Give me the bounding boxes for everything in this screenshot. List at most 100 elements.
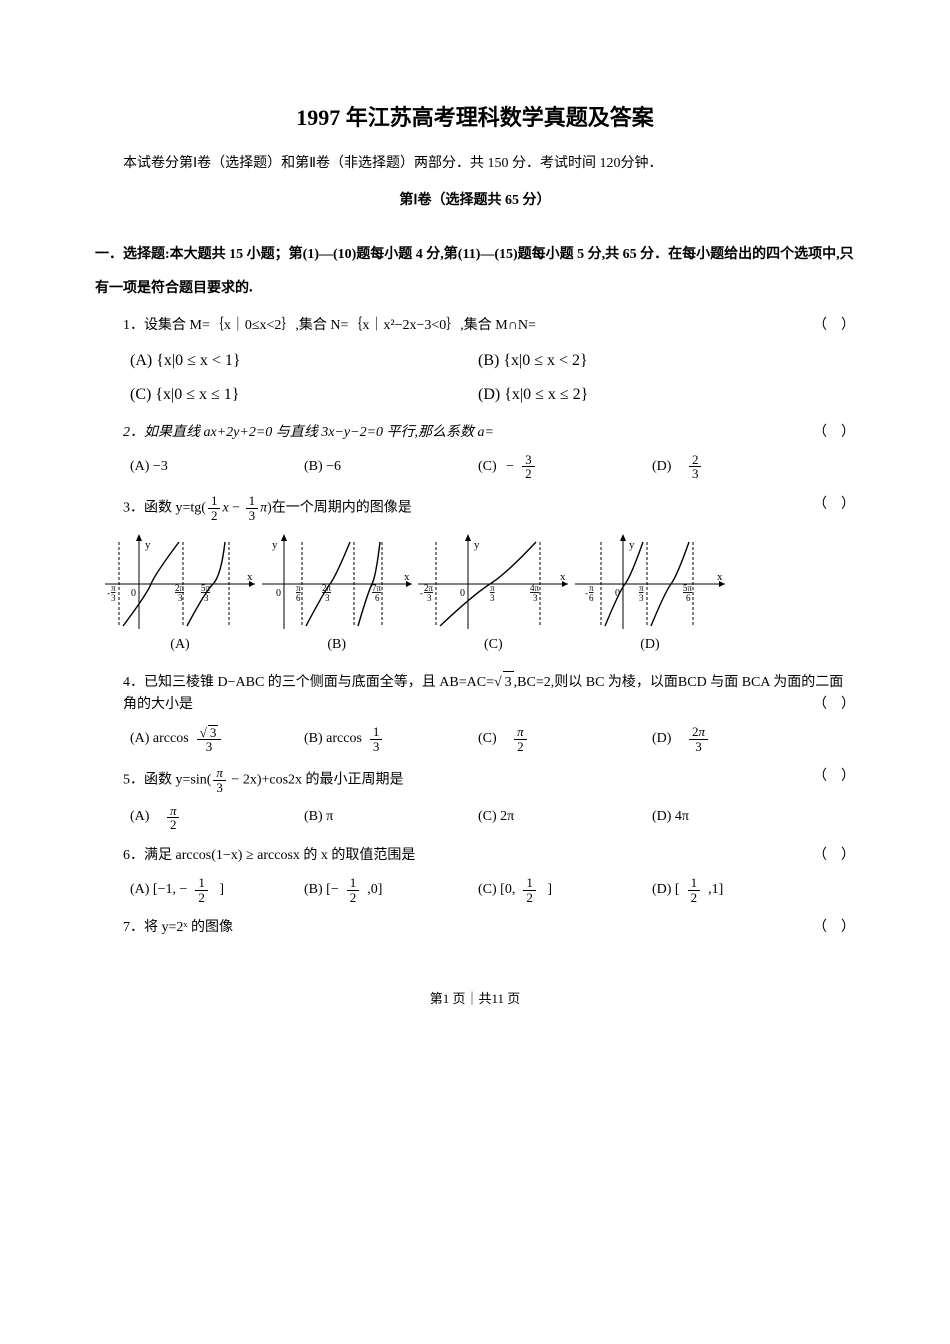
svg-text:y: y bbox=[272, 539, 278, 551]
q3-text-post: )在一个周期内的图像是 bbox=[267, 500, 412, 515]
svg-text:-: - bbox=[107, 588, 110, 598]
answer-blank: （ ） bbox=[813, 694, 855, 716]
q2-opt-c: (C) −32 bbox=[478, 450, 652, 484]
q6-opt-c: (C) [0, 12 ] bbox=[478, 873, 652, 907]
q7-text: 7．将 y=2ˣ 的图像 bbox=[123, 920, 233, 935]
svg-text:0: 0 bbox=[131, 588, 136, 599]
svg-text:3: 3 bbox=[639, 593, 644, 603]
q4-pre: 4．已知三棱锥 D−ABC 的三个侧面与底面全等，且 AB=AC= bbox=[123, 675, 494, 690]
svg-text:3: 3 bbox=[427, 593, 432, 603]
tan-graph-a-svg: y x 0 - π 3 2π 3 5π 3 bbox=[105, 534, 255, 634]
svg-text:3: 3 bbox=[325, 593, 330, 603]
svg-text:6: 6 bbox=[589, 593, 594, 603]
question-3: 3．函数 y=tg(12x − 13π)在一个周期内的图像是 （ ） bbox=[95, 494, 855, 522]
q4-options: (A) arccos√33 (B) arccos13 (C) π2 (D) 2π… bbox=[95, 722, 855, 756]
graph-c-label: (C) bbox=[418, 634, 568, 656]
svg-text:3: 3 bbox=[178, 593, 183, 603]
svg-text:y: y bbox=[629, 539, 635, 551]
svg-text:2π: 2π bbox=[424, 583, 434, 593]
q1-opt-a: (A) {x|0 ≤ x < 1} bbox=[130, 344, 478, 378]
question-2: 2．如果直线 ax+2y+2=0 与直线 3x−y−2=0 平行,那么系数 a=… bbox=[95, 422, 855, 444]
q6-opt-a: (A) [−1, −12 ] bbox=[130, 873, 304, 907]
q3-text-pre: 3．函数 y=tg( bbox=[123, 500, 206, 515]
graph-a: y x 0 - π 3 2π 3 5π 3 (A) bbox=[105, 534, 255, 656]
svg-text:x: x bbox=[717, 571, 723, 583]
answer-blank: （ ） bbox=[813, 315, 855, 337]
question-6: 6．满足 arccos(1−x) ≥ arccosx 的 x 的取值范围是 （ … bbox=[95, 845, 855, 867]
q5-pre: 5．函数 y=sin( bbox=[123, 773, 211, 788]
svg-text:π: π bbox=[111, 583, 116, 593]
tan-graph-c-svg: y x 0 - 2π 3 π 3 4π 3 bbox=[418, 534, 568, 634]
svg-text:x: x bbox=[404, 571, 410, 583]
page-title: 1997 年江苏高考理科数学真题及答案 bbox=[95, 100, 855, 135]
q6-options: (A) [−1, −12 ] (B) [−12,0] (C) [0, 12 ] … bbox=[95, 873, 855, 907]
q2-opt-b: (B) −6 bbox=[304, 450, 478, 484]
q1-options: (A) {x|0 ≤ x < 1} (B) {x|0 ≤ x < 2} (C) … bbox=[95, 344, 855, 412]
q2-text: 2．如果直线 ax+2y+2=0 与直线 3x−y−2=0 平行,那么系数 a= bbox=[123, 425, 494, 440]
svg-text:-: - bbox=[420, 588, 423, 598]
svg-text:6: 6 bbox=[296, 593, 301, 603]
svg-text:0: 0 bbox=[276, 588, 281, 599]
q6-text: 6．满足 arccos(1−x) ≥ arccosx 的 x 的取值范围是 bbox=[123, 848, 415, 863]
answer-blank: （ ） bbox=[813, 845, 855, 867]
graph-a-label: (A) bbox=[105, 634, 255, 656]
q5-opt-c: (C) 2π bbox=[478, 801, 652, 835]
answer-blank: （ ） bbox=[813, 917, 855, 939]
graph-d-label: (D) bbox=[575, 634, 725, 656]
q3-graphs: y x 0 - π 3 2π 3 5π 3 (A) y x 0 bbox=[95, 528, 725, 660]
svg-text:3: 3 bbox=[490, 593, 495, 603]
q5-opt-d: (D) 4π bbox=[652, 801, 826, 835]
q4-opt-a: (A) arccos√33 bbox=[130, 722, 304, 756]
q1-opt-c: (C) {x|0 ≤ x ≤ 1} bbox=[130, 378, 478, 412]
q1-text: 1．设集合 M=｛x｜0≤x<2｝,集合 N=｛x｜x²−2x−3<0｝,集合 … bbox=[123, 318, 536, 333]
section1-heading: 一．选择题:本大题共 15 小题；第(1)—(10)题每小题 4 分,第(11)… bbox=[95, 238, 855, 305]
q2-options: (A) −3 (B) −6 (C) −32 (D) 23 bbox=[95, 450, 855, 484]
q5-post: − 2x)+cos2x 的最小正周期是 bbox=[228, 773, 404, 788]
tan-graph-d-svg: y x 0 - π 6 π 3 5π 6 bbox=[575, 534, 725, 634]
part1-heading: 第Ⅰ卷（选择题共 65 分） bbox=[95, 190, 855, 212]
answer-blank: （ ） bbox=[813, 766, 855, 788]
svg-text:x: x bbox=[560, 571, 566, 583]
q4-opt-d: (D) 2π3 bbox=[652, 722, 826, 756]
q2-opt-d: (D) 23 bbox=[652, 450, 826, 484]
q4-opt-b: (B) arccos13 bbox=[304, 722, 478, 756]
section1-text: 一．选择题:本大题共 15 小题；第(1)—(10)题每小题 4 分,第(11)… bbox=[95, 247, 854, 296]
q6-opt-d: (D) [ 12,1] bbox=[652, 873, 826, 907]
q6-opt-b: (B) [−12,0] bbox=[304, 873, 478, 907]
q5-opt-b: (B) π bbox=[304, 801, 478, 835]
intro-text: 本试卷分第Ⅰ卷（选择题）和第Ⅱ卷（非选择题）两部分．共 150 分．考试时间 1… bbox=[95, 153, 855, 175]
svg-text:π: π bbox=[490, 583, 495, 593]
svg-text:5π: 5π bbox=[683, 583, 693, 593]
graph-b-label: (B) bbox=[262, 634, 412, 656]
svg-text:4π: 4π bbox=[530, 583, 540, 593]
answer-blank: （ ） bbox=[813, 422, 855, 444]
question-4: 4．已知三棱锥 D−ABC 的三个侧面与底面全等，且 AB=AC=√3,BC=2… bbox=[95, 671, 855, 717]
tan-graph-b-svg: y x 0 π 6 2π 3 7π 6 bbox=[262, 534, 412, 634]
page-footer: 第1 页｜共11 页 bbox=[95, 989, 855, 1010]
question-5: 5．函数 y=sin(π3 − 2x)+cos2x 的最小正周期是 （ ） bbox=[95, 766, 855, 794]
svg-text:π: π bbox=[589, 583, 594, 593]
graph-c: y x 0 - 2π 3 π 3 4π 3 (C) bbox=[418, 534, 568, 656]
q4-opt-c: (C) π2 bbox=[478, 722, 652, 756]
graph-d: y x 0 - π 6 π 3 5π 6 (D) bbox=[575, 534, 725, 656]
svg-text:y: y bbox=[145, 539, 151, 551]
svg-text:π: π bbox=[296, 583, 301, 593]
svg-text:6: 6 bbox=[375, 593, 380, 603]
question-1: 1．设集合 M=｛x｜0≤x<2｝,集合 N=｛x｜x²−2x−3<0｝,集合 … bbox=[95, 315, 855, 337]
answer-blank: （ ） bbox=[813, 494, 855, 516]
svg-text:0: 0 bbox=[460, 588, 465, 599]
svg-text:6: 6 bbox=[686, 593, 691, 603]
svg-text:3: 3 bbox=[111, 593, 116, 603]
q1-opt-b: (B) {x|0 ≤ x < 2} bbox=[478, 344, 826, 378]
q5-options: (A) π2 (B) π (C) 2π (D) 4π bbox=[95, 801, 855, 835]
q1-opt-d: (D) {x|0 ≤ x ≤ 2} bbox=[478, 378, 826, 412]
q2-opt-a: (A) −3 bbox=[130, 450, 304, 484]
svg-text:3: 3 bbox=[533, 593, 538, 603]
svg-text:2π: 2π bbox=[175, 583, 185, 593]
svg-text:-: - bbox=[585, 588, 588, 598]
svg-text:x: x bbox=[247, 571, 253, 583]
graph-b: y x 0 π 6 2π 3 7π 6 (B) bbox=[262, 534, 412, 656]
svg-text:7π: 7π bbox=[372, 583, 382, 593]
question-7: 7．将 y=2ˣ 的图像 （ ） bbox=[95, 917, 855, 939]
svg-text:π: π bbox=[639, 583, 644, 593]
